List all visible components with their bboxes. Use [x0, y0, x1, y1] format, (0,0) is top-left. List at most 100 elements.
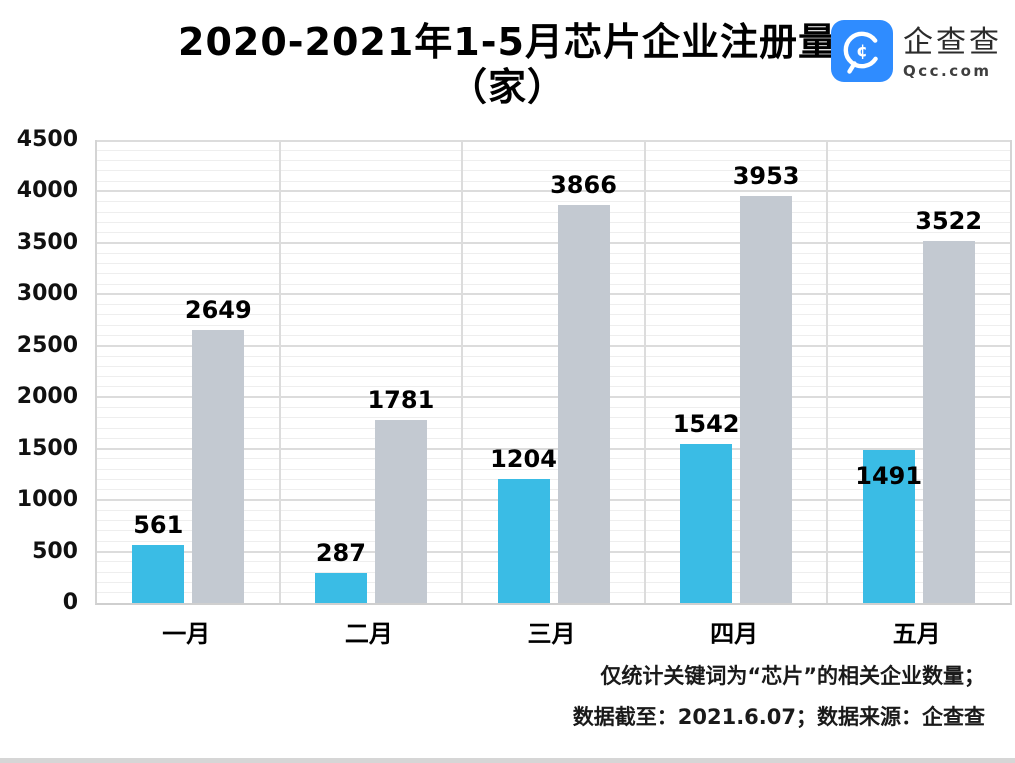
gridline-minor — [97, 221, 1010, 223]
bottom-border — [0, 758, 1015, 763]
bar-value-label: 2649 — [184, 296, 252, 325]
bar-value-label: 1781 — [367, 385, 435, 414]
gridline-major — [97, 140, 1010, 142]
footnote: 仅统计关键词为“芯片”的相关企业数量； 数据截至：2021.6.07；数据来源：… — [573, 656, 985, 738]
gridline-minor — [97, 468, 1010, 470]
bar-series-cyan — [680, 444, 733, 603]
gridline-minor — [97, 571, 1010, 573]
footnote-line1: 仅统计关键词为“芯片”的相关企业数量； — [600, 664, 985, 688]
gridline-minor — [97, 201, 1010, 203]
x-axis: 一月 二月 三月 四月 五月 — [95, 605, 1008, 655]
bar-series-gray — [922, 240, 975, 603]
gridline-minor — [97, 262, 1010, 264]
bar-series-cyan — [314, 573, 367, 603]
gridline-minor — [97, 509, 1010, 511]
bar-value-label: 1542 — [672, 410, 740, 439]
y-axis-tick-label: 1500 — [16, 435, 78, 461]
bar-series-cyan — [862, 449, 915, 603]
qcc-logo-icon: ¢ — [831, 20, 893, 86]
gridline-major — [97, 499, 1010, 502]
gridline-major — [97, 293, 1010, 296]
gridline-minor — [97, 149, 1010, 151]
gridline-minor — [97, 324, 1010, 326]
gridline-minor — [97, 160, 1010, 162]
gridline-major — [97, 190, 1010, 193]
bar-series-gray — [740, 196, 793, 603]
y-axis-tick-label: 3500 — [16, 229, 78, 255]
gridline-minor — [97, 592, 1010, 594]
gridline-major — [97, 344, 1010, 347]
y-axis: 0 500 1000 1500 2000 2500 3000 3500 4000 4500 — [0, 127, 80, 615]
gridline-vertical — [826, 140, 829, 603]
qcc-brand-name: 企查查 — [903, 25, 1002, 60]
bar-series-gray — [557, 205, 610, 603]
chart-title-line1: 2020-2021年1-5月芯片企业注册量 — [178, 20, 837, 64]
bar-series-cyan — [132, 545, 185, 603]
gridline-vertical — [278, 140, 281, 603]
qcc-domain: Qcc.com — [903, 62, 992, 80]
bar-series-gray — [374, 419, 427, 603]
gridline-minor — [97, 427, 1010, 429]
svg-text:¢: ¢ — [856, 42, 868, 62]
x-axis-tick-label: 二月 — [344, 620, 393, 648]
bar-value-label: 561 — [133, 511, 184, 540]
gridline-vertical — [643, 140, 646, 603]
gridline-minor — [97, 458, 1010, 460]
x-axis-tick-label: 三月 — [527, 620, 576, 648]
gridline-minor — [97, 334, 1010, 336]
gridline-minor — [97, 211, 1010, 213]
bar-value-label: 3866 — [550, 171, 617, 200]
bar-value-label: 1204 — [490, 445, 557, 474]
qcc-logo-text: 企查查 Qcc.com — [903, 25, 1002, 81]
gridline-minor — [97, 407, 1010, 408]
gridline-minor — [97, 561, 1010, 563]
qcc-logo: ¢ 企查查 Qcc.com — [831, 20, 1002, 86]
y-axis-tick-label: 0 — [62, 590, 78, 615]
bar-series-cyan — [497, 479, 550, 603]
y-axis-tick-label: 500 — [32, 538, 78, 564]
gridline-minor — [97, 180, 1010, 182]
chart-title: 2020-2021年1-5月芯片企业注册量 （家） — [0, 20, 1015, 110]
gridline-minor — [97, 355, 1010, 357]
gridline-minor — [97, 365, 1010, 367]
gridline-minor — [97, 386, 1010, 388]
gridline-minor — [97, 170, 1010, 172]
gridline-minor — [97, 581, 1010, 583]
y-axis-tick-label: 4000 — [16, 178, 78, 204]
gridline-major — [97, 550, 1010, 553]
gridline-minor — [97, 283, 1010, 285]
gridline-vertical — [461, 140, 464, 603]
bar-series-gray — [192, 330, 245, 603]
gridline-minor — [97, 489, 1010, 491]
y-axis-tick-label: 3000 — [16, 281, 78, 307]
gridline-minor — [97, 479, 1010, 481]
y-axis-tick-label: 2000 — [16, 384, 78, 410]
gridline-minor — [97, 314, 1010, 316]
y-axis-tick-label: 4500 — [16, 127, 78, 152]
gridline-minor — [97, 232, 1010, 234]
chart-title-line2: （家） — [448, 65, 566, 109]
y-axis-tick-label: 1000 — [16, 487, 78, 513]
x-axis-tick-label: 一月 — [162, 620, 211, 648]
gridline-major — [97, 447, 1010, 450]
gridline-major — [97, 241, 1010, 244]
y-axis-tick-label: 2500 — [16, 332, 78, 358]
gridline-minor — [97, 540, 1010, 542]
gridline-minor — [97, 376, 1010, 378]
gridline-minor — [97, 520, 1010, 522]
x-axis-tick-label: 四月 — [710, 620, 759, 648]
plot-area: 561 2649 287 1781 1204 3866 1542 3953 1491 3522 — [95, 140, 1012, 605]
gridline-minor — [97, 437, 1010, 439]
gridline-minor — [97, 304, 1010, 306]
gridline-minor — [97, 530, 1010, 532]
gridline-minor — [97, 417, 1010, 419]
bar-value-label: 1491 — [855, 461, 923, 490]
footnote-line2: 数据截至：2021.6.07；数据来源：企查查 — [572, 705, 985, 729]
bar-value-label: 287 — [315, 539, 366, 568]
bar-value-label: 3522 — [915, 206, 983, 235]
gridline-major — [97, 396, 1010, 399]
bar-value-label: 3953 — [732, 162, 800, 191]
x-axis-tick-label: 五月 — [892, 620, 941, 648]
gridline-minor — [97, 252, 1010, 254]
